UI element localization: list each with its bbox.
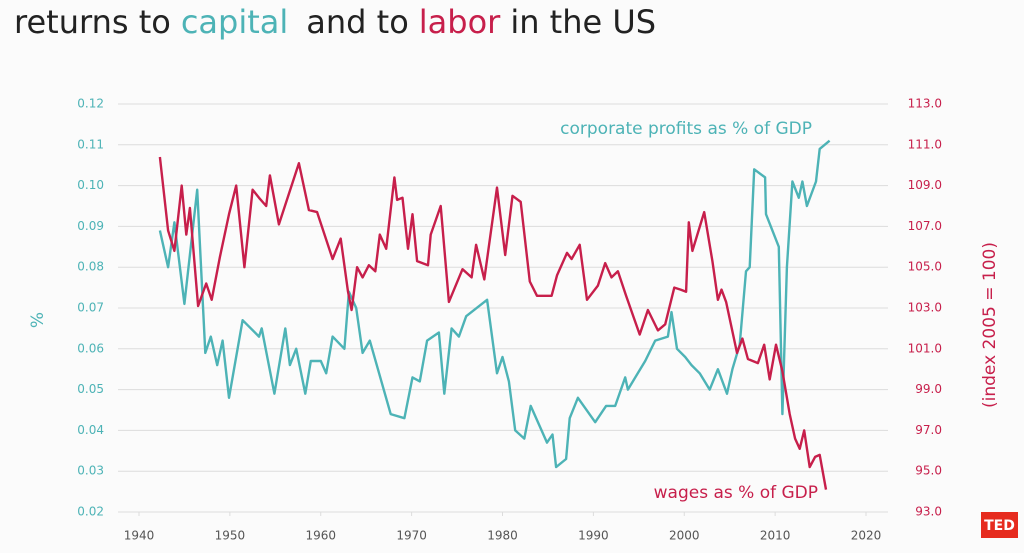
y-tick-label: 0.05 xyxy=(77,382,104,396)
x-tick-label: 1950 xyxy=(215,529,246,543)
y2-tick-label: 101.0 xyxy=(908,341,942,355)
y-tick-label: 0.12 xyxy=(77,97,104,111)
y2-tick-label: 97.0 xyxy=(915,423,942,437)
y-tick-label: 0.07 xyxy=(77,301,104,315)
y2-tick-label: 105.0 xyxy=(908,260,942,274)
y-tick-label: 0.02 xyxy=(77,505,104,519)
y2-tick-label: 107.0 xyxy=(908,219,942,233)
y-tick-label: 0.11 xyxy=(77,137,104,151)
logo-box xyxy=(981,512,1018,538)
title-part: in the US xyxy=(510,3,656,41)
x-tick-label: 1970 xyxy=(396,529,427,543)
y2-tick-label: 113.0 xyxy=(908,97,942,111)
series-line xyxy=(158,156,828,490)
title-part: returns to xyxy=(14,3,171,41)
annotation: corporate profits as % of GDP xyxy=(560,119,812,139)
y-tick-label: 0.04 xyxy=(77,423,104,437)
x-tick-label: 1990 xyxy=(578,529,609,543)
title-part: capital xyxy=(181,3,288,41)
title-part: and to xyxy=(306,3,409,41)
y2-tick-label: 99.0 xyxy=(915,382,942,396)
title-part: labor xyxy=(419,3,501,41)
y-tick-label: 0.06 xyxy=(77,341,104,355)
y-tick-label: 0.03 xyxy=(77,464,104,478)
x-tick-label: 1940 xyxy=(124,529,155,543)
x-tick-label: 2000 xyxy=(669,529,700,543)
series-line xyxy=(158,139,831,469)
chart-title: returns to capital and to labor in the US xyxy=(14,3,656,41)
y2-tick-label: 111.0 xyxy=(908,137,942,151)
y2-tick-label: 95.0 xyxy=(915,464,942,478)
logo: TED xyxy=(984,518,1015,534)
y2-tick-label: 93.0 xyxy=(915,505,942,519)
y-tick-label: 0.09 xyxy=(77,219,104,233)
y-tick-label: 0.08 xyxy=(77,260,104,274)
y-tick-label: 0.10 xyxy=(77,178,104,192)
x-tick-label: 2010 xyxy=(760,529,791,543)
y-axis-label: % xyxy=(28,312,48,328)
x-tick-label: 1960 xyxy=(305,529,336,543)
y2-tick-label: 109.0 xyxy=(908,178,942,192)
x-tick-label: 1980 xyxy=(487,529,518,543)
annotation: wages as % of GDP xyxy=(654,483,818,503)
y2-axis-label: (index 2005 = 100) xyxy=(980,242,1000,408)
x-tick-label: 2020 xyxy=(851,529,882,543)
y2-tick-label: 103.0 xyxy=(908,301,942,315)
